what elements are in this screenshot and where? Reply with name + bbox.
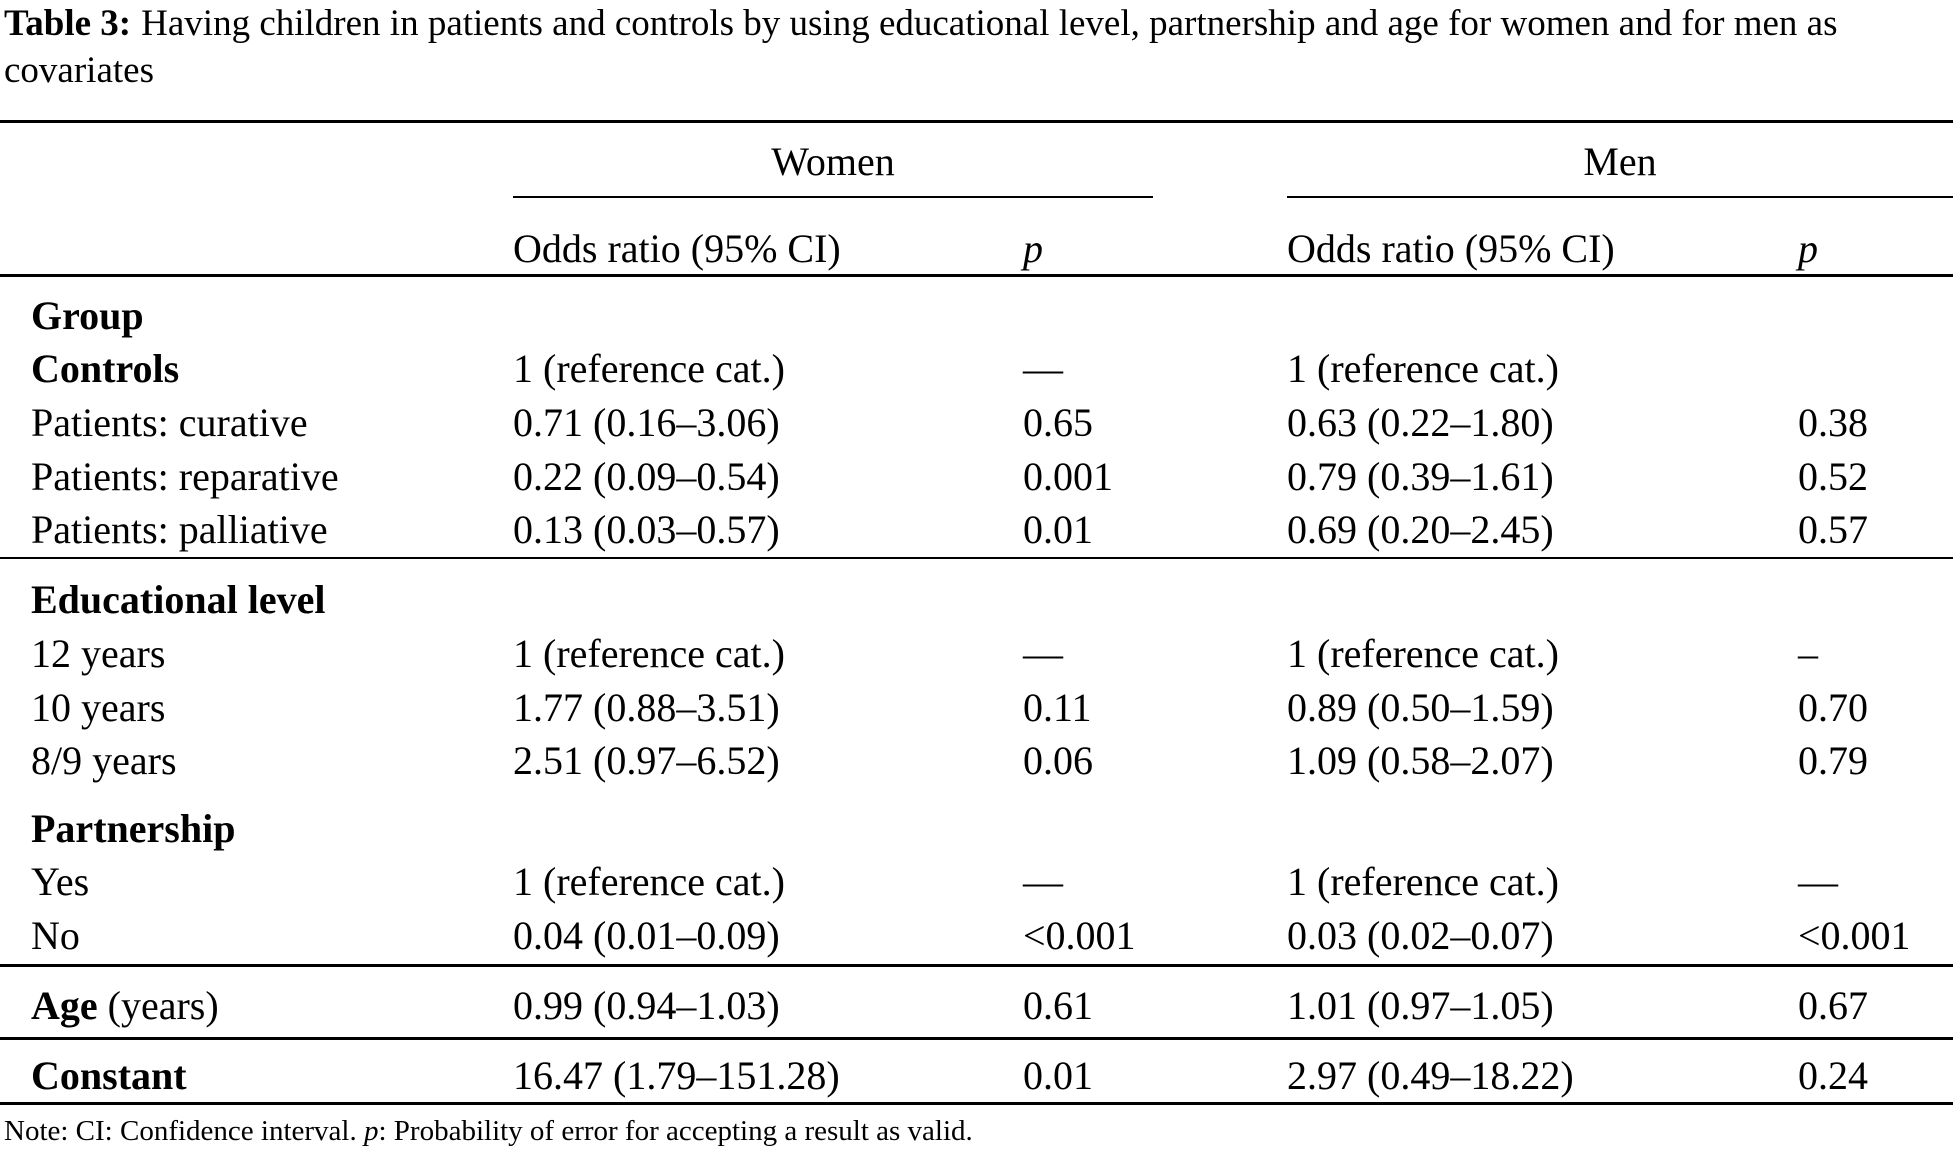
cell-men-p: 0.79 [1798, 738, 1868, 783]
bottom-rule [0, 1102, 1953, 1105]
cell-men-odds-ratio: 0.69 (0.20–2.45) [1287, 507, 1554, 552]
row-label-text: Age [31, 983, 98, 1028]
cell-women-p: — [1023, 631, 1063, 676]
row-label: Yes [31, 858, 89, 906]
cell-women-odds-ratio: 0.04 (0.01–0.09) [513, 913, 780, 958]
cell-women-odds-ratio: 1 (reference cat.) [513, 346, 785, 391]
row-label-text: 8/9 years [31, 738, 177, 783]
row-label: Patients: curative [31, 399, 308, 447]
row-label-text: No [31, 913, 80, 958]
row-label: No [31, 912, 80, 960]
cell-women-odds-ratio: 1 (reference cat.) [513, 859, 785, 904]
cell-women-p: — [1023, 859, 1063, 904]
cell-men-odds-ratio: 0.63 (0.22–1.80) [1287, 400, 1554, 445]
col-header-women-p: p [1023, 226, 1043, 271]
cell-women-p: 0.65 [1023, 400, 1093, 445]
note-p: p [363, 1115, 379, 1147]
group-header-women: Women [771, 139, 895, 184]
cell-women-p: 0.001 [1023, 454, 1113, 499]
note-prefix: Note: CI: Confidence interval. [4, 1115, 364, 1147]
row-label: Patients: palliative [31, 506, 328, 554]
top-rule [0, 120, 1953, 123]
row-label-text: Group [31, 293, 144, 338]
row-label-text: Yes [31, 859, 90, 904]
cell-men-odds-ratio: 0.03 (0.02–0.07) [1287, 913, 1554, 958]
row-label-text: Patients: reparative [31, 454, 339, 499]
section-rule [0, 1037, 1953, 1040]
row-label-text: Controls [31, 346, 180, 391]
cell-women-odds-ratio: 0.22 (0.09–0.54) [513, 454, 780, 499]
cell-women-odds-ratio: 1.77 (0.88–3.51) [513, 685, 780, 730]
cell-men-odds-ratio: 1.01 (0.97–1.05) [1287, 983, 1554, 1028]
cell-men-p: 0.57 [1798, 507, 1868, 552]
row-label: Constant [31, 1052, 187, 1100]
cell-men-p: 0.70 [1798, 685, 1868, 730]
row-label: 12 years [31, 630, 165, 678]
cell-men-p: – [1798, 631, 1818, 676]
cell-men-odds-ratio: 1 (reference cat.) [1287, 346, 1559, 391]
cell-women-odds-ratio: 1 (reference cat.) [513, 631, 785, 676]
cell-men-p: <0.001 [1798, 913, 1911, 958]
cell-women-odds-ratio: 0.99 (0.94–1.03) [513, 983, 780, 1028]
header-rule [0, 274, 1953, 277]
row-label-text: 12 years [31, 631, 166, 676]
row-label: Partnership [31, 805, 235, 853]
row-label: Controls [31, 345, 179, 393]
cell-women-odds-ratio: 16.47 (1.79–151.28) [513, 1053, 840, 1098]
cell-men-odds-ratio: 1 (reference cat.) [1287, 631, 1559, 676]
cell-men-odds-ratio: 2.97 (0.49–18.22) [1287, 1053, 1574, 1098]
note-text: : Probability of error for accepting a r… [378, 1115, 973, 1147]
women-underline [513, 196, 1153, 198]
row-label: Patients: reparative [31, 453, 339, 501]
cell-women-p: 0.01 [1023, 1053, 1093, 1098]
cell-women-p: 0.61 [1023, 983, 1093, 1028]
cell-women-p: 0.11 [1023, 685, 1092, 730]
row-label-text: 10 years [31, 685, 166, 730]
section-rule [0, 557, 1953, 559]
col-header-men-p: p [1798, 226, 1818, 271]
cell-women-p: — [1023, 346, 1063, 391]
row-label: 8/9 years [31, 737, 177, 785]
cell-women-p: 0.01 [1023, 507, 1093, 552]
cell-women-odds-ratio: 2.51 (0.97–6.52) [513, 738, 780, 783]
col-header-women-or: Odds ratio (95% CI) [513, 226, 841, 271]
row-label-text: Partnership [31, 806, 236, 851]
row-label-suffix: (years) [97, 983, 219, 1028]
cell-men-odds-ratio: 1.09 (0.58–2.07) [1287, 738, 1554, 783]
cell-men-p: 0.67 [1798, 983, 1868, 1028]
cell-men-p: 0.38 [1798, 400, 1868, 445]
row-label: Educational level [31, 576, 325, 624]
caption-text: Having children in patients and controls… [4, 3, 1838, 91]
group-header-men: Men [1583, 139, 1657, 184]
cell-men-odds-ratio: 0.89 (0.50–1.59) [1287, 685, 1554, 730]
row-label: 10 years [31, 684, 165, 732]
cell-women-p: <0.001 [1023, 913, 1136, 958]
men-underline [1287, 196, 1953, 198]
cell-men-p: — [1798, 859, 1838, 904]
section-rule [0, 964, 1953, 967]
cell-women-odds-ratio: 0.71 (0.16–3.06) [513, 400, 780, 445]
row-label: Group [31, 292, 144, 340]
cell-men-p: 0.24 [1798, 1053, 1868, 1098]
row-label-text: Patients: palliative [31, 507, 328, 552]
table-note: Note: CI: Confidence interval. p: Probab… [4, 1114, 973, 1148]
cell-men-p: 0.52 [1798, 454, 1868, 499]
table-caption: Table 3: Having children in patients and … [4, 0, 1954, 94]
cell-women-odds-ratio: 0.13 (0.03–0.57) [513, 507, 780, 552]
cell-men-odds-ratio: 0.79 (0.39–1.61) [1287, 454, 1554, 499]
cell-women-p: 0.06 [1023, 738, 1093, 783]
row-label-text: Patients: curative [31, 400, 308, 445]
col-header-men-or: Odds ratio (95% CI) [1287, 226, 1615, 271]
cell-men-odds-ratio: 1 (reference cat.) [1287, 859, 1559, 904]
row-label-text: Constant [31, 1053, 187, 1098]
row-label: Age (years) [31, 982, 219, 1030]
caption-label: Table 3: [4, 3, 132, 44]
row-label-text: Educational level [31, 577, 326, 622]
